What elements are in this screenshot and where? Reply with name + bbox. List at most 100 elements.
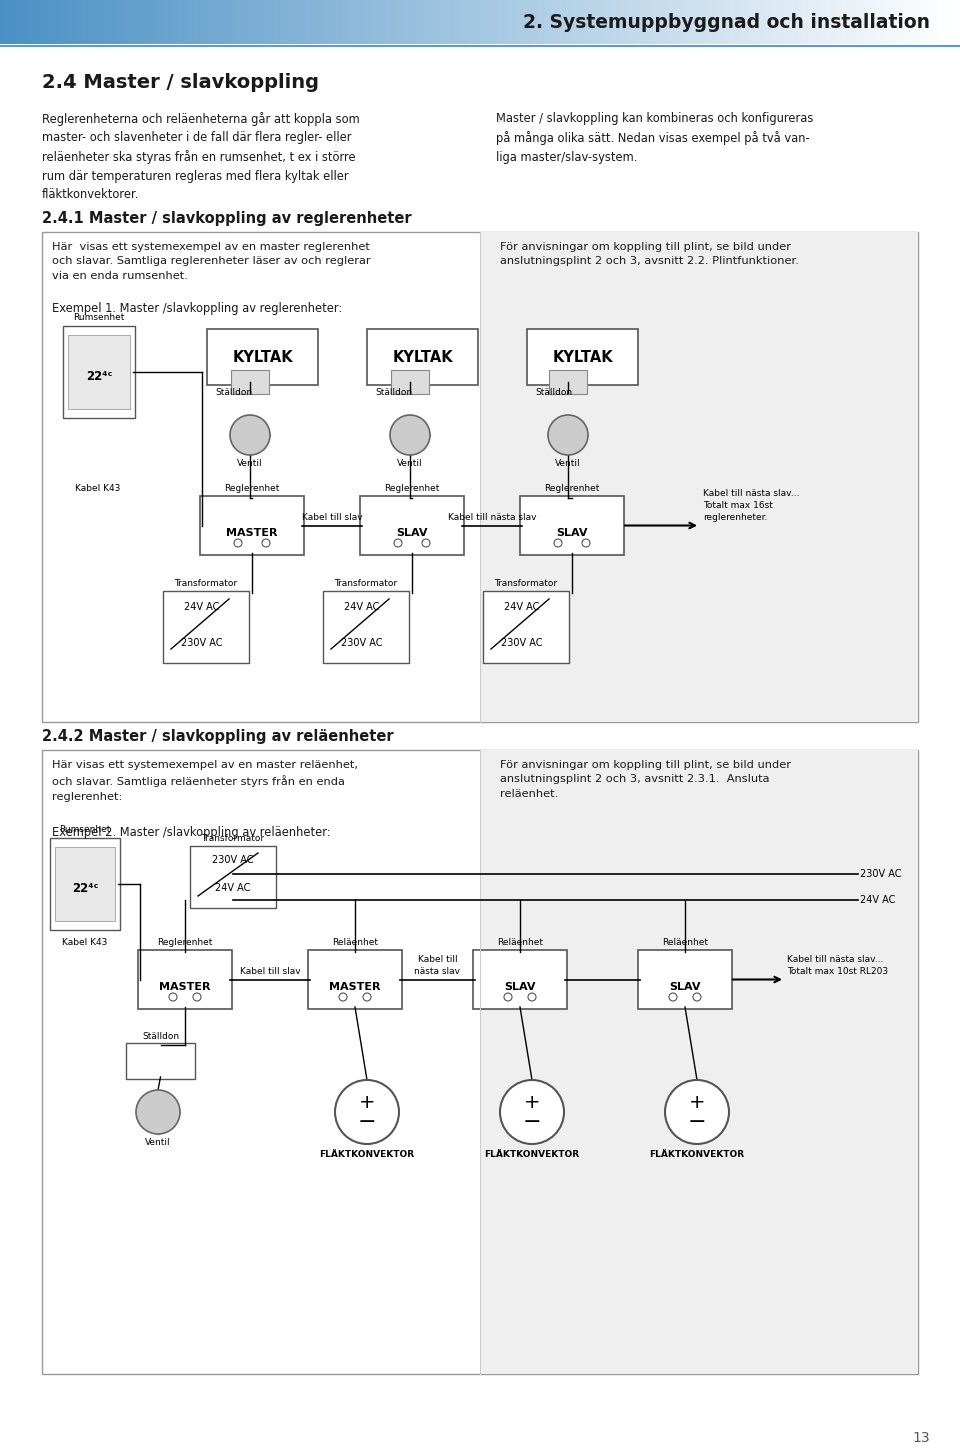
FancyBboxPatch shape [546,0,547,44]
FancyBboxPatch shape [428,0,429,44]
FancyBboxPatch shape [106,0,107,44]
FancyBboxPatch shape [191,0,192,44]
FancyBboxPatch shape [740,0,741,44]
FancyBboxPatch shape [850,0,851,44]
Text: Ventil: Ventil [237,459,263,467]
FancyBboxPatch shape [786,0,787,44]
FancyBboxPatch shape [450,0,451,44]
FancyBboxPatch shape [953,0,954,44]
FancyBboxPatch shape [268,0,269,44]
FancyBboxPatch shape [56,0,57,44]
FancyBboxPatch shape [664,0,665,44]
FancyBboxPatch shape [525,0,526,44]
FancyBboxPatch shape [530,0,531,44]
FancyBboxPatch shape [91,0,92,44]
FancyBboxPatch shape [252,0,253,44]
FancyBboxPatch shape [896,0,897,44]
FancyBboxPatch shape [913,0,914,44]
FancyBboxPatch shape [635,0,636,44]
FancyBboxPatch shape [917,0,918,44]
FancyBboxPatch shape [265,0,266,44]
FancyBboxPatch shape [957,0,958,44]
FancyBboxPatch shape [420,0,421,44]
FancyBboxPatch shape [78,0,79,44]
FancyBboxPatch shape [669,0,670,44]
FancyBboxPatch shape [104,0,105,44]
FancyBboxPatch shape [561,0,562,44]
FancyBboxPatch shape [765,0,766,44]
FancyBboxPatch shape [838,0,839,44]
FancyBboxPatch shape [197,0,198,44]
FancyBboxPatch shape [231,370,269,395]
FancyBboxPatch shape [411,0,412,44]
FancyBboxPatch shape [125,0,126,44]
FancyBboxPatch shape [497,0,498,44]
FancyBboxPatch shape [788,0,789,44]
FancyBboxPatch shape [621,0,622,44]
FancyBboxPatch shape [908,0,909,44]
FancyBboxPatch shape [522,0,523,44]
FancyBboxPatch shape [549,370,587,395]
FancyBboxPatch shape [153,0,154,44]
FancyBboxPatch shape [516,0,517,44]
FancyBboxPatch shape [325,0,326,44]
FancyBboxPatch shape [394,0,395,44]
FancyBboxPatch shape [303,0,304,44]
FancyBboxPatch shape [135,0,136,44]
FancyBboxPatch shape [100,0,101,44]
FancyBboxPatch shape [519,0,520,44]
FancyBboxPatch shape [531,0,532,44]
Circle shape [528,993,536,1002]
FancyBboxPatch shape [63,0,64,44]
FancyBboxPatch shape [938,0,939,44]
Text: Kabel till nästa slav...
Totalt max 16st
reglerenheter.: Kabel till nästa slav... Totalt max 16st… [703,489,800,521]
FancyBboxPatch shape [587,0,588,44]
FancyBboxPatch shape [356,0,357,44]
FancyBboxPatch shape [692,0,693,44]
FancyBboxPatch shape [711,0,712,44]
Text: −: − [522,1112,541,1131]
FancyBboxPatch shape [880,0,881,44]
FancyBboxPatch shape [449,0,450,44]
FancyBboxPatch shape [222,0,223,44]
Text: Kabel till slav: Kabel till slav [240,967,300,976]
FancyBboxPatch shape [744,0,745,44]
FancyBboxPatch shape [344,0,345,44]
FancyBboxPatch shape [347,0,348,44]
FancyBboxPatch shape [537,0,538,44]
FancyBboxPatch shape [8,0,9,44]
FancyBboxPatch shape [824,0,825,44]
Text: +: + [524,1092,540,1111]
FancyBboxPatch shape [216,0,217,44]
FancyBboxPatch shape [199,0,200,44]
FancyBboxPatch shape [367,329,478,384]
Text: Reläenhet: Reläenhet [662,938,708,946]
FancyBboxPatch shape [229,0,230,44]
FancyBboxPatch shape [475,0,476,44]
FancyBboxPatch shape [244,0,245,44]
FancyBboxPatch shape [277,0,278,44]
FancyBboxPatch shape [509,0,510,44]
FancyBboxPatch shape [292,0,293,44]
FancyBboxPatch shape [166,0,167,44]
FancyBboxPatch shape [624,0,625,44]
FancyBboxPatch shape [208,0,209,44]
FancyBboxPatch shape [466,0,467,44]
FancyBboxPatch shape [658,0,659,44]
FancyBboxPatch shape [35,0,36,44]
FancyBboxPatch shape [218,0,219,44]
FancyBboxPatch shape [204,0,205,44]
FancyBboxPatch shape [84,0,85,44]
Text: 22⁴ᶜ: 22⁴ᶜ [85,370,112,383]
Text: Transformator: Transformator [334,579,397,588]
FancyBboxPatch shape [526,0,527,44]
FancyBboxPatch shape [568,0,569,44]
FancyBboxPatch shape [34,0,35,44]
Text: Exempel 2. Master /slavkoppling av reläenheter:: Exempel 2. Master /slavkoppling av reläe… [52,826,330,839]
FancyBboxPatch shape [172,0,173,44]
FancyBboxPatch shape [424,0,425,44]
FancyBboxPatch shape [627,0,628,44]
FancyBboxPatch shape [328,0,329,44]
FancyBboxPatch shape [893,0,894,44]
FancyBboxPatch shape [623,0,624,44]
